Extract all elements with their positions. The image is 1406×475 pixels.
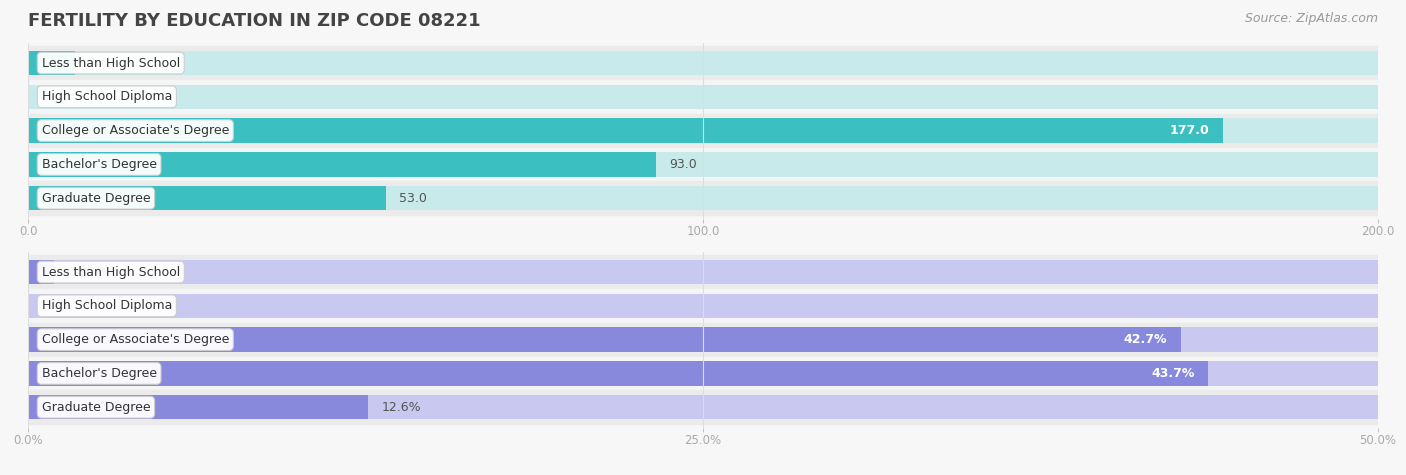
Text: High School Diploma: High School Diploma (42, 299, 172, 313)
Text: FERTILITY BY EDUCATION IN ZIP CODE 08221: FERTILITY BY EDUCATION IN ZIP CODE 08221 (28, 12, 481, 30)
Bar (28, 181, 1378, 215)
Text: 93.0: 93.0 (669, 158, 697, 171)
Bar (28, 395, 368, 419)
Text: Bachelor's Degree: Bachelor's Degree (42, 367, 156, 380)
Bar (28, 186, 385, 210)
Text: 0.0: 0.0 (42, 90, 62, 104)
Bar (28, 357, 1378, 390)
Text: College or Associate's Degree: College or Associate's Degree (42, 333, 229, 346)
Text: High School Diploma: High School Diploma (42, 90, 172, 104)
Bar (28, 186, 1378, 210)
Text: Graduate Degree: Graduate Degree (42, 192, 150, 205)
Bar (28, 148, 1378, 181)
Bar (28, 118, 1378, 143)
Bar (28, 361, 1378, 386)
Bar (28, 152, 1378, 177)
Bar (28, 114, 1378, 148)
Text: College or Associate's Degree: College or Associate's Degree (42, 124, 229, 137)
Bar (28, 361, 1208, 386)
Bar (28, 46, 1378, 80)
Text: Source: ZipAtlas.com: Source: ZipAtlas.com (1244, 12, 1378, 25)
Bar (28, 323, 1378, 357)
Bar (28, 390, 1378, 424)
Text: Graduate Degree: Graduate Degree (42, 401, 150, 414)
Bar (28, 152, 655, 177)
Bar (28, 85, 1378, 109)
Text: Bachelor's Degree: Bachelor's Degree (42, 158, 156, 171)
Text: 12.6%: 12.6% (382, 401, 422, 414)
Bar (28, 327, 1181, 352)
Bar (28, 294, 1378, 318)
Bar (28, 289, 1378, 323)
Bar (28, 51, 76, 75)
Text: 0.0%: 0.0% (42, 299, 73, 313)
Bar (28, 260, 1378, 284)
Bar (28, 260, 55, 284)
Text: 53.0: 53.0 (399, 192, 427, 205)
Bar (28, 51, 1378, 75)
Bar (28, 118, 1223, 143)
Text: 7.0: 7.0 (89, 57, 108, 69)
Text: 177.0: 177.0 (1170, 124, 1209, 137)
Text: Less than High School: Less than High School (42, 57, 180, 69)
Text: Less than High School: Less than High School (42, 266, 180, 278)
Bar (28, 327, 1378, 352)
Bar (28, 395, 1378, 419)
Text: 0.97%: 0.97% (67, 266, 108, 278)
Bar (28, 80, 1378, 114)
Bar (28, 255, 1378, 289)
Text: 43.7%: 43.7% (1152, 367, 1194, 380)
Text: 42.7%: 42.7% (1123, 333, 1167, 346)
